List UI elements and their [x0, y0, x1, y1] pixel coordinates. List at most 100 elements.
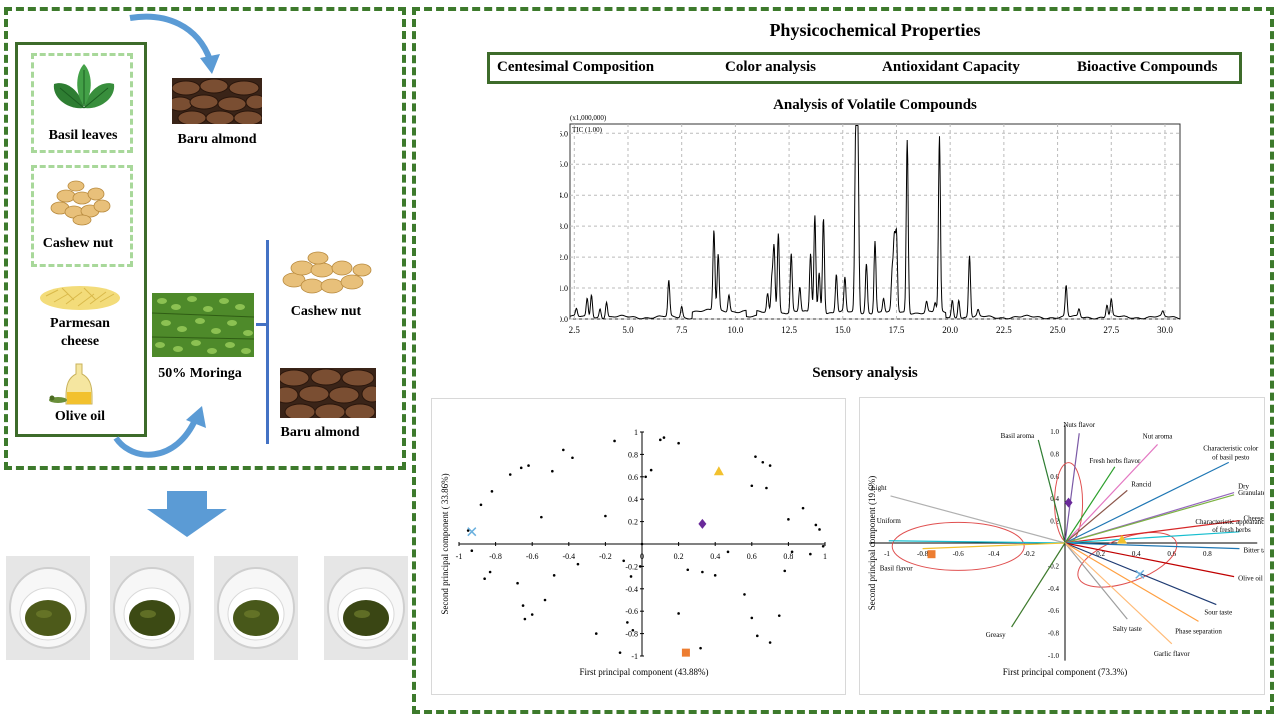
y-tick-label: 0.6 [628, 473, 638, 482]
score-point [490, 490, 494, 493]
y-tick-label: -1.0 [1048, 652, 1060, 660]
x-tick-label: -1 [884, 550, 890, 558]
score-point [552, 574, 556, 577]
loading-vector [888, 540, 1066, 544]
loading-label: Light [871, 484, 886, 492]
score-point [790, 550, 794, 554]
x-tick-label: 5.0 [622, 325, 634, 335]
x-tick-label: 15.0 [835, 325, 851, 335]
score-point [659, 438, 662, 442]
score-point [783, 569, 787, 573]
score-point [483, 577, 486, 581]
curved-arrow-bottom-icon [113, 406, 206, 458]
score-point [508, 473, 512, 476]
score-point [594, 632, 598, 635]
sample-x-marker [1135, 569, 1145, 579]
score-point [470, 549, 474, 553]
scale-label: (x1,000,000) [570, 114, 607, 122]
x-tick-label: 0.8 [1203, 550, 1212, 558]
score-point [479, 503, 483, 507]
sample-triangle-marker [713, 466, 724, 476]
score-point [523, 617, 527, 621]
score-point [521, 604, 525, 607]
score-point [662, 436, 666, 439]
score-point [649, 468, 653, 472]
score-point [618, 651, 622, 654]
y-tick-label: -0.4 [625, 585, 638, 594]
loading-vector [1064, 461, 1230, 544]
moringa-image [152, 293, 254, 357]
olive-oil-icon [49, 363, 93, 405]
loading-label: Nuts flavor [1063, 421, 1095, 429]
score-point [701, 570, 704, 574]
right-panel [412, 7, 1274, 714]
loading-label: Rancid [1131, 480, 1151, 488]
y-tick-label: -0.8 [625, 630, 638, 639]
score-point [750, 484, 754, 488]
score-point [571, 456, 574, 460]
y-tick-label: 1.0 [560, 284, 568, 293]
x-tick-label: -0.2 [599, 552, 612, 561]
cashew-nut-icon [50, 180, 111, 226]
x-tick-label: 0.8 [783, 552, 793, 561]
x-tick-label: -0.4 [988, 550, 1000, 558]
pesto-highlight [244, 610, 260, 618]
loading-vector [1064, 542, 1128, 620]
x-tick-label: -0.4 [562, 552, 575, 561]
bracket-tick [256, 323, 268, 326]
y-tick-label: 6.0 [560, 129, 568, 138]
y-tick-label: -0.4 [1048, 585, 1060, 593]
group-ellipse [891, 521, 1025, 571]
x-tick-label: 0.6 [747, 552, 757, 561]
score-point [818, 528, 821, 531]
x-tick-label: -0.6 [526, 552, 539, 561]
loading-label: Uniform [877, 517, 902, 525]
x-tick-label: 0.4 [1132, 550, 1141, 558]
pca-loadings-panel: -1 -0.8 -0.6 -0.4 -0.2 0.2 0.4 0.6 0.8 1.0 0.8 0.6 0… [859, 397, 1280, 695]
x-tick-label: 22.5 [996, 325, 1012, 335]
score-point [466, 529, 470, 532]
score-point [677, 612, 680, 615]
x-tick-label: 0.4 [710, 552, 720, 561]
sample-diamond-marker [1064, 497, 1073, 508]
y-tick-label: 5.0 [560, 160, 568, 169]
pesto-highlight [140, 610, 156, 618]
cashew-label: Cashew nut [42, 236, 114, 251]
cashew-nut-right-image [282, 251, 372, 294]
score-point [677, 441, 680, 445]
cashew-box [31, 165, 133, 267]
loading-label: Greasy [986, 631, 1006, 639]
loading-vector [1064, 444, 1158, 544]
basil-box [31, 53, 133, 153]
score-point [726, 550, 730, 554]
y-tick-label: 0.2 [628, 518, 638, 527]
y-tick-label: -1 [631, 652, 638, 661]
y-tick-label: 4.0 [560, 191, 568, 200]
y-tick-label: -0.2 [625, 562, 638, 571]
pesto [129, 600, 175, 636]
sensory-title: Sensory analysis [812, 365, 918, 381]
olive-oil-label: Olive oil [54, 409, 106, 424]
loading-label: Salty taste [1113, 625, 1142, 633]
pesto-bowl [110, 556, 194, 660]
loading-label: Basil aroma [1001, 432, 1036, 440]
parmesan-cheese-icon [40, 286, 120, 310]
sample-square-marker [681, 648, 690, 657]
score-point [801, 506, 805, 510]
chromatogram: 2.5 5.0 7.5 10.0 12.5 15.0 17.5 20.0 22.5 25.0 27.… [558, 112, 1188, 350]
score-point [699, 646, 702, 650]
loading-vector [1064, 494, 1235, 544]
score-point [488, 570, 492, 574]
loading-vector [1064, 531, 1240, 544]
loading-label: Dry [1238, 483, 1249, 491]
plot-area [569, 123, 1181, 320]
loading-vector [1037, 439, 1066, 544]
moringa-label: 50% Moringa [158, 366, 242, 381]
loading-vector [1064, 542, 1199, 622]
score-point [754, 455, 757, 458]
score-point [765, 486, 768, 490]
baru-almond-right-label: Baru almond [280, 425, 360, 440]
loading-label: of basil pesto [1212, 453, 1250, 461]
x-tick-label: 25.0 [1050, 325, 1066, 335]
loading-vector [1064, 542, 1173, 645]
